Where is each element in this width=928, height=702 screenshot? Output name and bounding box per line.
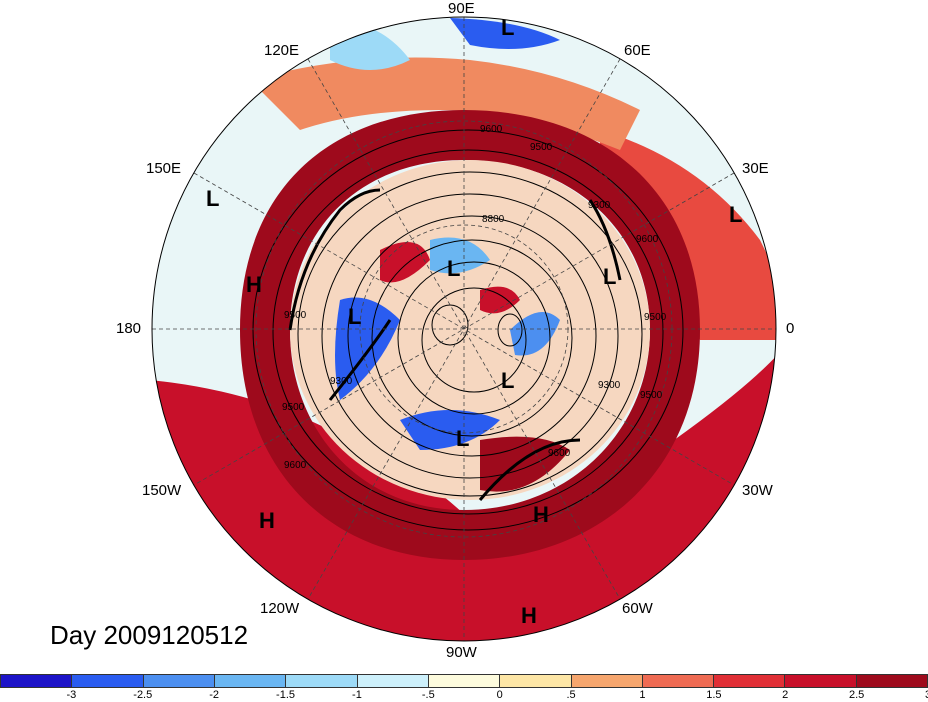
colorbar-swatch (856, 674, 928, 688)
lon-label-120e: 120E (264, 42, 300, 59)
lon-label-180: 180 (116, 320, 142, 337)
colorbar-tick-label: 0 (496, 689, 503, 701)
cold-anomaly-3 (510, 312, 560, 356)
height-contours (252, 129, 684, 531)
pressure-center-high: H (521, 603, 537, 628)
colorbar-tick-label: .5 (566, 689, 576, 701)
colorbar-tick-label: -2 (209, 689, 220, 701)
contour-label: 9600 (548, 448, 571, 459)
colorbar-tick-label: -3 (66, 689, 77, 701)
day-label: Day 2009120512 (50, 620, 249, 650)
colorbar-swatch (286, 674, 358, 688)
lon-label-150w: 150W (142, 482, 182, 499)
map-boundary (151, 16, 777, 642)
colorbar-swatch (72, 674, 144, 688)
warm-anomaly-south (152, 340, 776, 641)
pressure-center-low: L (348, 304, 362, 329)
cold-anomaly-4 (430, 237, 490, 274)
lon-label-30e: 30E (742, 160, 769, 177)
colorbar-swatch (0, 674, 73, 688)
contour-label: 9500 (644, 312, 667, 323)
polar-map (151, 16, 777, 642)
pressure-center-low: L (501, 15, 515, 40)
contour-label: 9300 (598, 380, 621, 391)
lon-label-120w: 120W (260, 600, 300, 617)
pressure-center-high: H (246, 272, 262, 297)
contour-label: 9500 (284, 310, 307, 321)
colorbar-swatch (500, 674, 572, 688)
inner-field (290, 160, 650, 500)
contour-label: 9300 (588, 200, 611, 211)
colorbar-swatch (785, 674, 857, 688)
contour-label: 9500 (530, 142, 553, 153)
colorbar-swatch (571, 674, 643, 688)
pressure-center-high: H (533, 502, 549, 527)
pressure-center-low: L (501, 368, 515, 393)
contour-label-layer: 9600 9500 8800 9300 9600 9500 9300 9500 … (282, 124, 667, 471)
colorbar (0, 674, 928, 688)
lon-label-60e: 60E (624, 42, 651, 59)
lon-label-0: 0 (786, 320, 795, 337)
contour-label: 9500 (640, 390, 663, 401)
pressure-center-low: L (729, 202, 743, 227)
colorbar-swatch (714, 674, 786, 688)
lon-label-30w: 30W (742, 482, 773, 499)
contour-label: 9300 (330, 376, 353, 387)
colorbar-tick-label: 1 (639, 689, 646, 701)
colorbar-tick-label: -1.5 (276, 689, 296, 701)
colorbar-tick-label: 2 (782, 689, 789, 701)
cold-anomaly-5 (450, 18, 560, 49)
contour-label: 8800 (482, 214, 505, 225)
contour-label: 9600 (480, 124, 503, 135)
pressure-center-low: L (206, 186, 220, 211)
lon-label-90w: 90W (446, 644, 477, 661)
colorbar-tick-label: -2.5 (133, 689, 153, 701)
colorbar-swatch (214, 674, 287, 688)
warm-spot-1 (380, 242, 430, 283)
contour-label: 9600 (636, 234, 659, 245)
cold-anomaly-2 (400, 410, 500, 450)
colorbar-swatch (642, 674, 715, 688)
colorbar-tick-label: -.5 (421, 689, 435, 701)
lon-label-90e: 90E (448, 0, 475, 17)
pressure-center-low: L (447, 256, 461, 281)
lon-label-150e: 150E (146, 160, 182, 177)
colorbar-swatch (357, 674, 429, 688)
pressure-center-high: H (259, 508, 275, 533)
contour-label: 9500 (282, 402, 305, 413)
colorbar-tick-label: 3 (925, 689, 928, 701)
pressure-center-low: L (603, 264, 617, 289)
colorbar-tick-label: -1 (352, 689, 362, 701)
jet-core-contours (288, 188, 622, 501)
colorbar-swatch (143, 674, 215, 688)
colorbar-tick-label: 1.5 (706, 689, 722, 701)
warm-anomaly-north (250, 57, 640, 150)
lon-label-60w: 60W (622, 600, 653, 617)
pressure-center-low: L (456, 426, 470, 451)
colorbar-swatch (428, 674, 501, 688)
contour-label: 9600 (284, 460, 307, 471)
warm-spot-2 (480, 286, 520, 314)
colorbar-tick-label: 2.5 (848, 689, 865, 701)
graticule (152, 17, 776, 641)
